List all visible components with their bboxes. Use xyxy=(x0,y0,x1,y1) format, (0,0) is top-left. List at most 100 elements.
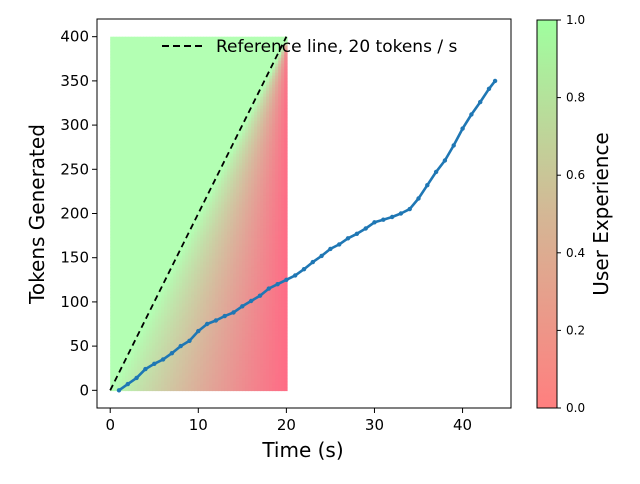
region-cell xyxy=(206,195,210,200)
region-cell xyxy=(110,144,114,149)
region-cell xyxy=(203,249,207,254)
region-cell xyxy=(119,42,123,47)
region-cell xyxy=(167,261,171,266)
region-cell xyxy=(152,168,156,173)
region-cell xyxy=(203,201,207,206)
region-cell xyxy=(176,93,180,98)
region-cell xyxy=(113,291,117,296)
region-cell xyxy=(143,144,147,149)
region-cell xyxy=(113,207,117,212)
region-cell xyxy=(233,78,237,83)
region-cell xyxy=(206,186,210,191)
region-cell xyxy=(188,132,192,137)
region-cell xyxy=(164,357,168,362)
region-cell xyxy=(218,180,222,185)
region-cell xyxy=(128,372,132,377)
region-cell xyxy=(185,99,189,104)
region-cell xyxy=(158,348,162,353)
region-cell xyxy=(176,387,180,392)
region-cell xyxy=(215,168,219,173)
region-cell xyxy=(191,240,195,245)
region-cell xyxy=(152,324,156,329)
region-cell xyxy=(230,270,234,275)
region-cell xyxy=(221,360,225,365)
region-cell xyxy=(146,177,150,182)
region-cell xyxy=(128,216,132,221)
region-cell xyxy=(116,354,120,359)
region-cell xyxy=(149,54,153,59)
region-cell xyxy=(125,36,129,41)
region-cell xyxy=(170,225,174,230)
region-cell xyxy=(221,375,225,380)
region-cell xyxy=(128,387,132,392)
region-cell xyxy=(143,201,147,206)
region-cell xyxy=(146,63,150,68)
region-cell xyxy=(236,72,240,77)
region-cell xyxy=(155,147,159,152)
region-cell xyxy=(149,282,153,287)
region-cell xyxy=(155,357,159,362)
region-cell xyxy=(230,102,234,107)
region-cell xyxy=(161,168,165,173)
region-cell xyxy=(230,108,234,113)
region-cell xyxy=(182,270,186,275)
region-cell xyxy=(206,216,210,221)
region-cell xyxy=(215,222,219,227)
region-cell xyxy=(140,312,144,317)
region-cell xyxy=(125,291,129,296)
region-cell xyxy=(185,282,189,287)
region-cell xyxy=(167,264,171,269)
region-cell xyxy=(113,150,117,155)
region-cell xyxy=(164,213,168,218)
region-cell xyxy=(200,165,204,170)
region-cell xyxy=(215,210,219,215)
region-cell xyxy=(188,42,192,47)
region-cell xyxy=(185,363,189,368)
region-cell xyxy=(188,54,192,59)
region-cell xyxy=(221,69,225,74)
region-cell xyxy=(128,342,132,347)
region-cell xyxy=(203,354,207,359)
region-cell xyxy=(194,321,198,326)
region-cell xyxy=(161,381,165,386)
region-cell xyxy=(227,387,231,392)
region-cell xyxy=(134,237,138,242)
region-cell xyxy=(134,114,138,119)
region-cell xyxy=(203,345,207,350)
region-cell xyxy=(122,150,126,155)
region-cell xyxy=(122,255,126,260)
region-cell xyxy=(122,366,126,371)
region-cell xyxy=(176,330,180,335)
region-cell xyxy=(224,210,228,215)
region-cell xyxy=(197,147,201,152)
region-cell xyxy=(209,240,213,245)
region-cell xyxy=(173,156,177,161)
region-cell xyxy=(218,63,222,68)
region-cell xyxy=(179,147,183,152)
region-cell xyxy=(110,237,114,242)
region-cell xyxy=(230,333,234,338)
region-cell xyxy=(131,348,135,353)
region-cell xyxy=(140,123,144,128)
region-cell xyxy=(212,291,216,296)
region-cell xyxy=(212,222,216,227)
region-cell xyxy=(125,90,129,95)
region-cell xyxy=(140,273,144,278)
region-cell xyxy=(224,99,228,104)
region-cell xyxy=(125,189,129,194)
region-cell xyxy=(119,48,123,53)
region-cell xyxy=(188,282,192,287)
region-cell xyxy=(137,159,141,164)
region-cell xyxy=(137,195,141,200)
region-cell xyxy=(143,285,147,290)
region-cell xyxy=(215,327,219,332)
region-cell xyxy=(188,261,192,266)
region-cell xyxy=(221,174,225,179)
region-cell xyxy=(113,93,117,98)
region-cell xyxy=(113,348,117,353)
region-cell xyxy=(212,159,216,164)
region-cell xyxy=(158,159,162,164)
region-cell xyxy=(167,330,171,335)
region-cell xyxy=(155,378,159,383)
region-cell xyxy=(140,135,144,140)
